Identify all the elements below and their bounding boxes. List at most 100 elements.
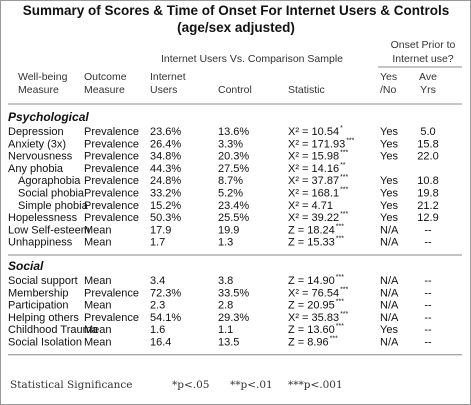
cell: 25.5% [218, 212, 249, 224]
cell: Low Self-esteem [8, 224, 90, 236]
cell: 50.3% [150, 212, 181, 224]
cell: 26.4% [150, 138, 181, 150]
cell: Agoraphobia [18, 175, 81, 187]
cell: Mean [84, 324, 112, 336]
group-header: Internet Users Vs. Comparison Sample [161, 53, 343, 65]
significance: *** [340, 311, 348, 318]
column-header: Outcome [84, 71, 127, 83]
cell: Mean [84, 224, 112, 236]
cell: 13.6% [218, 126, 249, 138]
group-header: Onset Prior to [391, 39, 456, 51]
significance: *** [336, 323, 344, 330]
cell: -- [424, 275, 432, 287]
statistic: Z = 20.95 [288, 300, 335, 312]
statistic: Z = 15.33 [288, 237, 335, 249]
cell: Helping others [8, 312, 79, 324]
group-header: Internet use? [392, 53, 453, 65]
cell: Childhood Trauma [8, 324, 99, 336]
cell: -- [424, 312, 432, 324]
statistic: X² = 171.93 [288, 138, 345, 150]
cell: N/A [380, 224, 399, 236]
cell: Mean [84, 237, 112, 249]
cell: Prevalence [84, 212, 139, 224]
cell: Yes [380, 126, 398, 138]
cell: N/A [380, 337, 399, 349]
cell: 1.3 [218, 237, 233, 249]
cell: Yes [380, 324, 398, 336]
cell: -- [424, 324, 432, 336]
statistic: X² = 39.22 [288, 212, 339, 224]
cell: Prevalence [84, 287, 139, 299]
cell: N/A [380, 287, 399, 299]
column-header: Control [218, 84, 252, 96]
column-header: Statistic [288, 84, 325, 96]
cell: Prevalence [84, 163, 139, 175]
column-header: Yrs [420, 84, 436, 96]
cell: Yes [380, 138, 398, 150]
cell: Yes [380, 175, 398, 187]
cell: 33.2% [150, 188, 181, 200]
statistic: X² = 168.1 [288, 188, 339, 200]
cell: 15.2% [150, 200, 181, 212]
cell: 22.0 [417, 151, 438, 163]
cell: Mean [84, 275, 112, 287]
section-title: Social [8, 259, 44, 273]
statistic: Z = 13.60 [288, 324, 335, 336]
significance: *** [340, 174, 348, 181]
cell: 34.8% [150, 151, 181, 163]
cell: N/A [380, 312, 399, 324]
footer-level: ***p<.001 [288, 379, 343, 391]
cell: -- [424, 287, 432, 299]
cell: 20.3% [218, 151, 249, 163]
cell: Prevalence [84, 151, 139, 163]
cell: 44.3% [150, 163, 181, 175]
cell: 27.5% [218, 163, 249, 175]
column-header: /No [380, 84, 397, 96]
cell: Prevalence [84, 138, 139, 150]
cell: 12.9 [417, 212, 438, 224]
cell: 1.7 [150, 237, 165, 249]
statistic: X² = 4.71 [288, 200, 333, 212]
section-title: Psychological [8, 110, 89, 124]
cell: 72.3% [150, 287, 181, 299]
subtitle: (age/sex adjusted) [177, 20, 295, 35]
significance: *** [336, 236, 344, 243]
column-header: Internet [150, 71, 186, 83]
cell: 33.5% [218, 287, 249, 299]
cell: 21.2 [417, 200, 438, 212]
cell: 2.8 [218, 300, 233, 312]
cell: -- [424, 337, 432, 349]
cell: 17.9 [150, 224, 171, 236]
column-header: Ave [419, 71, 437, 83]
cell: Yes [380, 151, 398, 163]
cell: 10.8 [417, 175, 438, 187]
cell: Hopelessness [8, 212, 78, 224]
cell: 3.3% [218, 138, 243, 150]
cell: Social support [8, 275, 78, 287]
cell: 13.5 [218, 337, 239, 349]
statistic: Z = 18.24 [288, 224, 335, 236]
cell: Any phobia [8, 163, 64, 175]
significance: *** [336, 223, 344, 230]
significance: *** [336, 299, 344, 306]
cell: Prevalence [84, 200, 139, 212]
column-header: Measure [18, 84, 59, 96]
cell: Prevalence [84, 188, 139, 200]
significance: * [340, 125, 343, 132]
significance: *** [330, 336, 338, 343]
cell: Yes [380, 200, 398, 212]
cell: 54.1% [150, 312, 181, 324]
cell: Social phobia [18, 188, 85, 200]
significance: *** [340, 211, 348, 218]
cell: 29.3% [218, 312, 249, 324]
cell: -- [424, 224, 432, 236]
cell: Yes [380, 212, 398, 224]
cell: 23.4% [218, 200, 249, 212]
cell: N/A [380, 300, 399, 312]
cell: Mean [84, 300, 112, 312]
column-header: Yes [380, 71, 397, 83]
cell: Participation [8, 300, 69, 312]
significance: *** [340, 150, 348, 157]
